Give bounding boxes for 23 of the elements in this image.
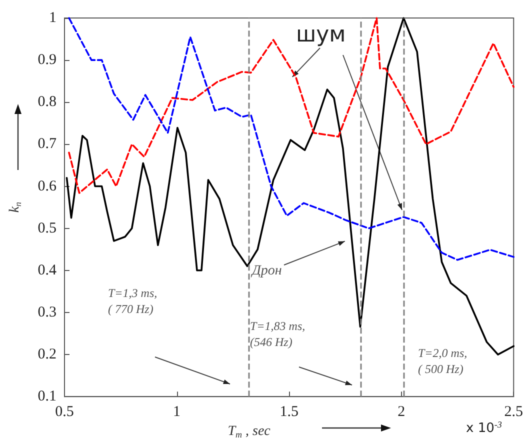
x-tick-label: 2 bbox=[398, 404, 406, 420]
x-tick-label: 0.5 bbox=[55, 404, 74, 420]
line-series bbox=[68, 17, 515, 194]
annotation: T=1,3 ms, ( 770 Hz) bbox=[108, 286, 158, 316]
annotation: шум bbox=[296, 22, 346, 48]
y-tick-label: 0.4 bbox=[38, 262, 57, 278]
annotation: Дрон bbox=[250, 264, 282, 278]
y-tick-label: 0.8 bbox=[38, 94, 56, 110]
line-series bbox=[68, 17, 515, 261]
y-tick-label: 0.1 bbox=[38, 388, 56, 405]
annotation: T=1,83 ms, (546 Hz) bbox=[250, 319, 306, 349]
y-tick-label: 1 bbox=[49, 10, 56, 26]
y-tick-label: 0.2 bbox=[38, 346, 56, 363]
y-axis-title: kn bbox=[8, 201, 23, 213]
y-tick-label: 0.5 bbox=[38, 220, 56, 236]
x-tick-label: 2.5 bbox=[504, 404, 523, 420]
y-tick-label: 0.6 bbox=[38, 178, 57, 194]
x-tick-label: 1.5 bbox=[280, 404, 298, 420]
y-tick-label: 0.7 bbox=[38, 136, 57, 152]
y-tick-label: 0.9 bbox=[38, 52, 56, 68]
y-tick-label: 0.3 bbox=[38, 304, 56, 320]
x-tick-label: 1 bbox=[173, 404, 181, 420]
annotation: T=2,0 ms, ( 500 Hz) bbox=[418, 346, 468, 376]
